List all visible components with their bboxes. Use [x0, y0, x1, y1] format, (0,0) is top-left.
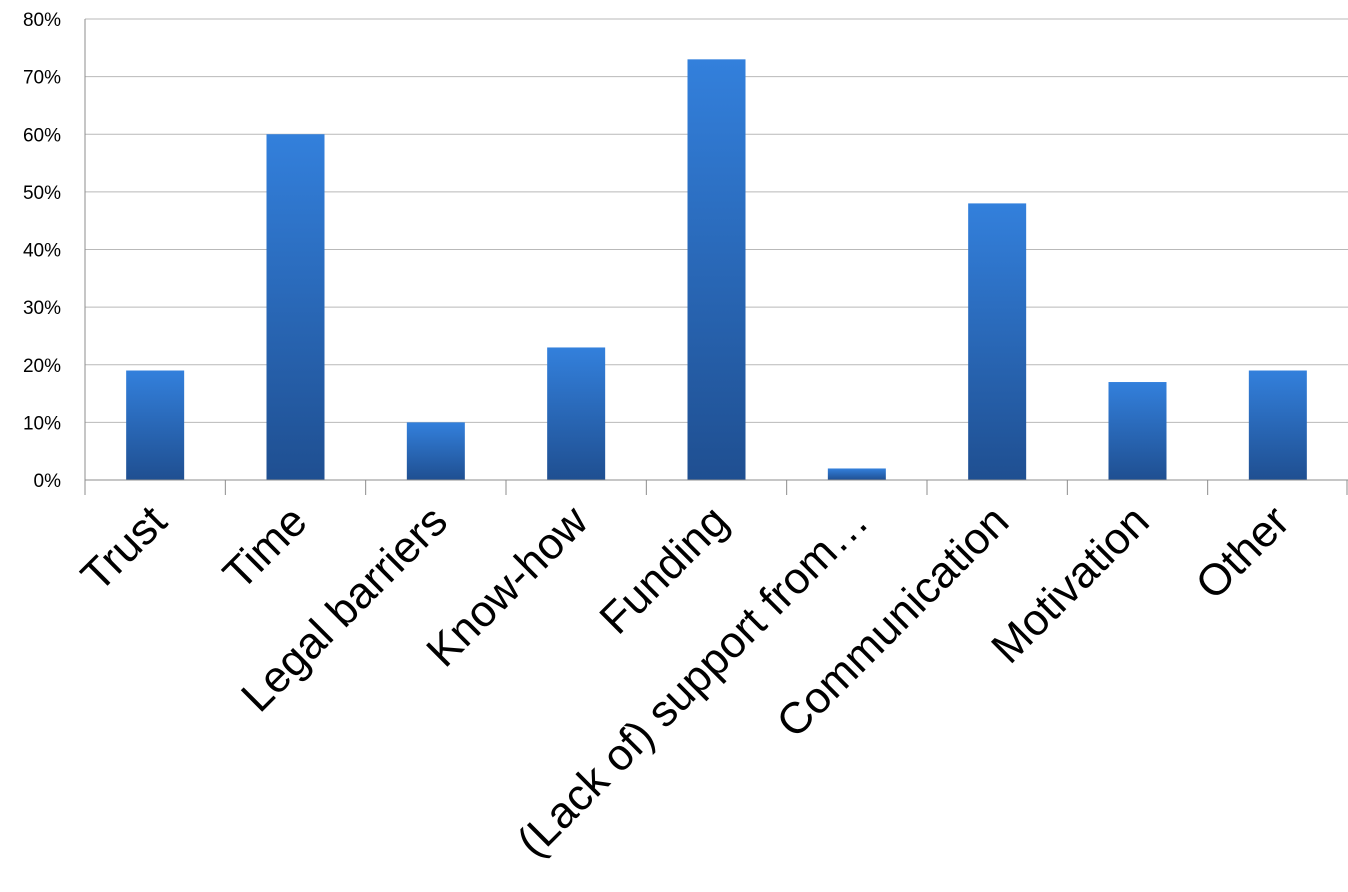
bar-time — [266, 134, 325, 480]
y-tick-label: 20% — [23, 356, 61, 377]
bar-communication — [968, 203, 1027, 480]
bar-trust — [126, 370, 185, 480]
y-tick-label: 0% — [34, 471, 62, 492]
bar-legal-barriers — [406, 422, 465, 480]
x-tick-label: Other — [1186, 496, 1298, 608]
y-axis-ticks: 0% 10% 20% 30% 40% 50% 60% 70% 80% — [23, 10, 61, 492]
bar-know-how — [547, 347, 606, 480]
y-tick-label: 50% — [23, 183, 61, 204]
y-tick-label: 30% — [23, 298, 61, 319]
bar-lack-of-support-from — [827, 468, 886, 480]
bar-funding — [687, 59, 746, 481]
x-axis — [84, 19, 1348, 495]
x-tick-label: Funding — [590, 496, 737, 643]
x-tick-label: Time — [214, 496, 317, 599]
y-tick-label: 40% — [23, 241, 61, 262]
y-tick-label: 70% — [23, 68, 61, 89]
bar-other — [1248, 370, 1307, 480]
bars — [126, 59, 1307, 481]
bar-motivation — [1108, 382, 1167, 480]
y-tick-label: 80% — [23, 10, 61, 31]
y-tick-label: 60% — [23, 125, 61, 146]
y-tick-label: 10% — [23, 413, 61, 434]
x-tick-label: Trust — [72, 496, 176, 600]
